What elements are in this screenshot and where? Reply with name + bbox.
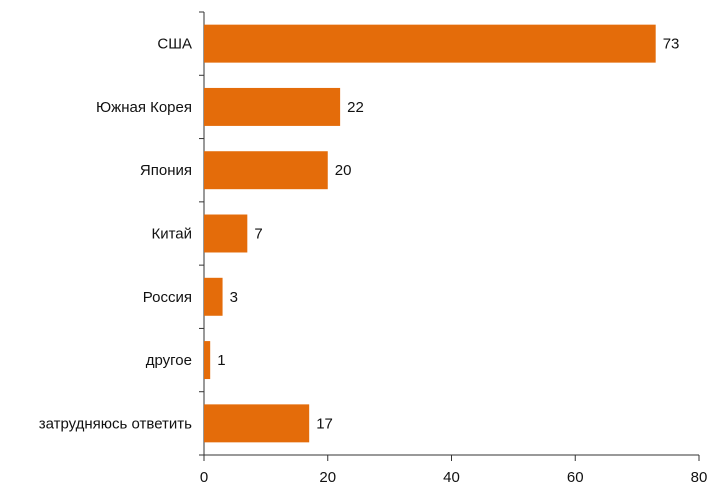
x-tick-label: 40	[443, 469, 460, 486]
data-label: 1	[217, 352, 225, 369]
bar	[204, 404, 310, 443]
bar	[204, 214, 248, 253]
y-tick-label: Япония	[140, 162, 192, 179]
y-tick-label: другое	[146, 352, 192, 369]
data-label: 17	[316, 415, 333, 432]
bar	[204, 87, 341, 126]
x-tick-label: 0	[200, 469, 208, 486]
x-tick-label: 80	[691, 469, 708, 486]
data-label: 7	[254, 225, 262, 242]
y-tick-label: Россия	[143, 289, 192, 306]
y-tick-label: Китай	[151, 225, 192, 242]
data-label: 3	[230, 289, 238, 306]
data-label: 22	[347, 99, 364, 116]
y-tick-label: США	[157, 36, 192, 53]
y-tick-label: затрудняюсь ответить	[39, 415, 192, 432]
bar	[204, 277, 223, 316]
x-tick-label: 60	[567, 469, 584, 486]
bar	[204, 151, 328, 190]
data-label: 20	[335, 162, 352, 179]
data-label: 73	[663, 36, 680, 53]
x-tick-label: 20	[319, 469, 336, 486]
bar	[204, 341, 211, 380]
bar	[204, 24, 656, 63]
y-tick-label: Южная Корея	[96, 99, 192, 116]
